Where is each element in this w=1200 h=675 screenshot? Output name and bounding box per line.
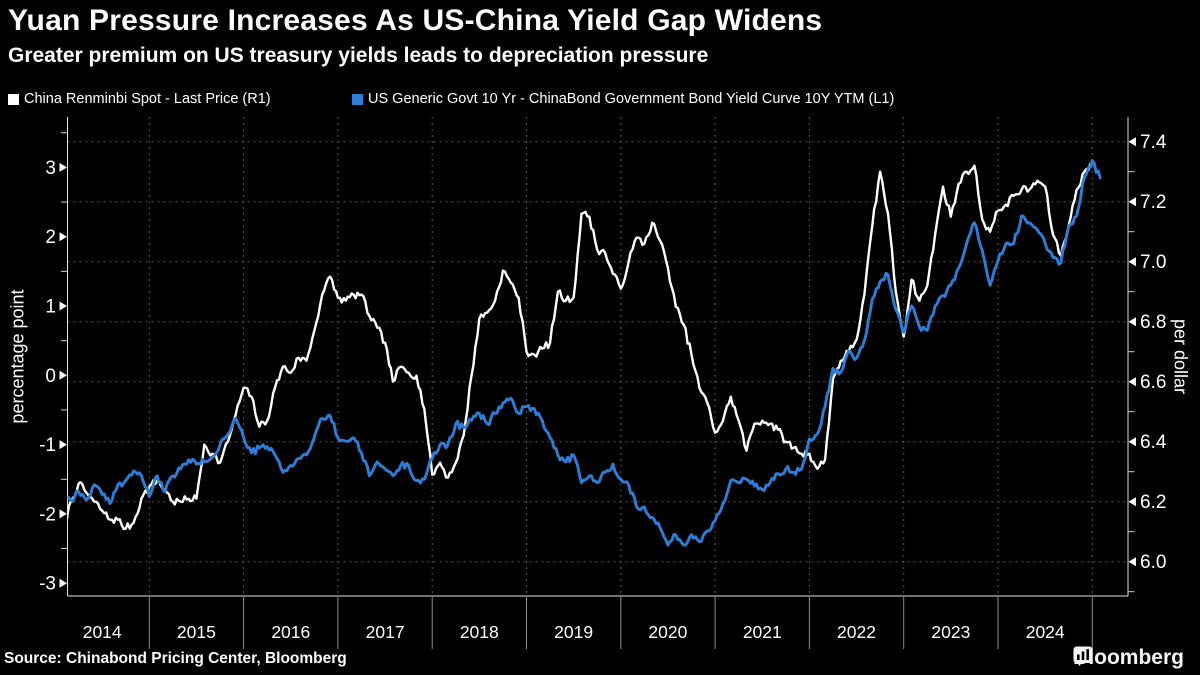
right-tick-arrow xyxy=(1128,137,1136,147)
right-tick-arrow xyxy=(1128,557,1136,567)
right-tick-label: 7.0 xyxy=(1140,252,1166,273)
left-tick-label: -1 xyxy=(39,435,56,456)
bloomberg-logo: Bloomberg xyxy=(1073,646,1190,670)
legend-swatch-renminbi xyxy=(8,93,19,105)
series-group xyxy=(67,159,1102,547)
legend-label-renminbi: China Renminbi Spot - Last Price (R1) xyxy=(24,91,271,107)
x-tick-label: 2020 xyxy=(648,622,687,642)
chart-legend: China Renminbi Spot - Last Price (R1) US… xyxy=(0,90,1200,110)
left-tick-label: -2 xyxy=(39,504,56,525)
x-tick-label: 2017 xyxy=(366,622,405,642)
x-tick-label: 2015 xyxy=(177,622,216,642)
left-tick-arrow xyxy=(59,440,67,450)
chart-subtitle: Greater premium on US treasury yields le… xyxy=(8,44,709,67)
x-tick-label: 2019 xyxy=(554,622,593,642)
us-china-yield-gap-line xyxy=(67,159,1102,547)
left-tick-arrow xyxy=(59,232,67,242)
right-tick-label: 6.0 xyxy=(1140,552,1166,573)
renminbi-spot-line xyxy=(67,161,1102,531)
x-tick-label: 2018 xyxy=(460,622,499,642)
right-tick-label: 7.4 xyxy=(1140,132,1167,153)
right-tick-label: 6.2 xyxy=(1140,492,1166,513)
left-tick-arrow xyxy=(59,578,67,588)
bloomberg-logo-icon xyxy=(1073,646,1093,666)
right-tick-arrow xyxy=(1128,437,1136,447)
left-tick-label: 3 xyxy=(45,158,56,179)
right-axis-title: per dollar xyxy=(1170,318,1191,395)
legend-swatch-yield-gap xyxy=(352,93,363,105)
x-tick-label: 2022 xyxy=(837,622,876,642)
legend-item-renminbi: China Renminbi Spot - Last Price (R1) xyxy=(8,90,271,108)
x-tick-label: 2014 xyxy=(83,622,122,642)
right-tick-label: 6.6 xyxy=(1140,372,1166,393)
right-tick-arrow xyxy=(1128,497,1136,507)
right-tick-label: 6.4 xyxy=(1140,432,1167,453)
left-tick-label: -3 xyxy=(39,574,56,595)
left-tick-label: 2 xyxy=(45,227,56,248)
left-tick-arrow xyxy=(59,301,67,311)
bloomberg-logo-text: Bloomberg xyxy=(1073,646,1184,669)
x-tick-label: 2021 xyxy=(743,622,782,642)
chart-title: Yuan Pressure Increases As US-China Yiel… xyxy=(8,4,823,37)
x-tick-label: 2023 xyxy=(931,622,970,642)
right-tick-arrow xyxy=(1128,377,1136,387)
legend-item-yield-gap: US Generic Govt 10 Yr - ChinaBond Govern… xyxy=(352,90,894,108)
left-tick-arrow xyxy=(59,509,67,519)
left-tick-arrow xyxy=(59,370,67,380)
left-tick-label: 0 xyxy=(45,366,56,387)
right-tick-arrow xyxy=(1128,257,1136,267)
left-tick-arrow xyxy=(59,162,67,172)
right-tick-arrow xyxy=(1128,317,1136,327)
source-credit: Source: Chinabond Pricing Center, Bloomb… xyxy=(4,650,347,667)
x-tick-label: 2024 xyxy=(1026,622,1065,642)
left-tick-label: 1 xyxy=(45,297,56,318)
right-tick-arrow xyxy=(1128,197,1136,207)
x-tick-label: 2016 xyxy=(271,622,310,642)
right-tick-label: 7.2 xyxy=(1140,192,1166,213)
left-axis-title: percentage point xyxy=(7,289,28,424)
right-tick-label: 6.8 xyxy=(1140,312,1166,333)
legend-label-yield-gap: US Generic Govt 10 Yr - ChinaBond Govern… xyxy=(368,91,895,107)
